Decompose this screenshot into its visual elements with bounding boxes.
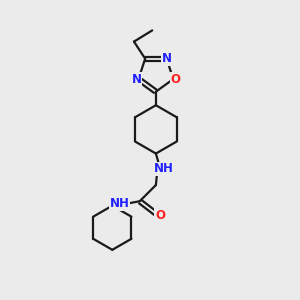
Text: O: O	[155, 208, 165, 222]
Text: NH: NH	[154, 162, 174, 175]
Text: O: O	[170, 73, 180, 85]
Text: NH: NH	[110, 197, 130, 210]
Text: N: N	[131, 73, 142, 85]
Text: N: N	[162, 52, 172, 65]
